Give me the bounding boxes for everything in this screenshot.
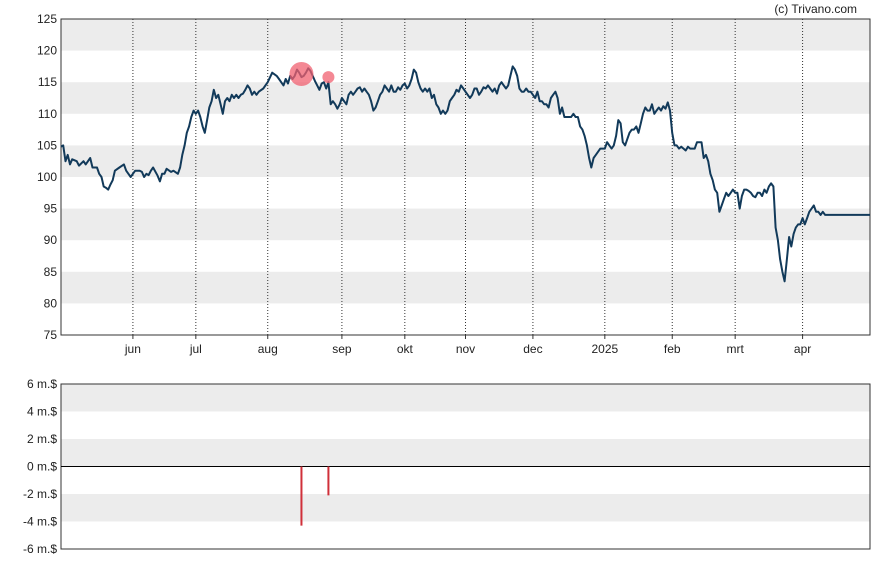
month-label: sep — [332, 342, 352, 356]
month-label: apr — [794, 342, 811, 356]
volume-y-tick-label: 2 m.$ — [27, 432, 57, 446]
price-line — [60, 65, 870, 283]
volume-y-tick-label: -4 m.$ — [23, 515, 57, 529]
month-label: 2025 — [591, 342, 618, 356]
month-label: nov — [456, 342, 475, 356]
price-panel: 125 120 115 110 105 100 95 90 85 80 75 jun jul aug sep… — [37, 12, 871, 356]
month-label: mrt — [727, 342, 745, 356]
month-label: jun — [124, 342, 141, 356]
volume-y-tick-label: 0 m.$ — [27, 460, 57, 474]
month-label: dec — [523, 342, 542, 356]
price-y-tick-label: 80 — [44, 296, 58, 310]
price-y-tick-label: 105 — [37, 138, 57, 152]
volume-panel: 6 m.$ 4 m.$ 2 m.$ 0 m.$ -2 m.$ -4 m.$ -6 m.$ — [23, 377, 871, 556]
volume-bar — [327, 466, 330, 496]
price-y-tick-label: 95 — [44, 202, 58, 216]
price-y-tick-label: 125 — [37, 12, 57, 26]
price-y-tick-label: 100 — [37, 170, 57, 184]
price-band — [61, 145, 870, 177]
credit-text: (c) Trivano.com — [774, 2, 857, 16]
price-y-tick-label: 115 — [38, 75, 57, 89]
volume-y-tick-label: -6 m.$ — [23, 542, 57, 556]
price-y-tick-label: 75 — [44, 328, 58, 342]
price-y-tick-label: 85 — [44, 265, 58, 279]
month-label: jul — [189, 342, 202, 356]
price-band — [61, 208, 870, 241]
trade-bubble — [289, 61, 314, 86]
volume-band — [61, 384, 870, 412]
volume-band — [61, 439, 870, 467]
month-label: okt — [397, 342, 414, 356]
trade-bubble — [322, 71, 335, 84]
month-label: aug — [258, 342, 278, 356]
volume-band — [61, 494, 870, 522]
price-y-tick-label: 120 — [37, 44, 57, 58]
volume-y-tick-label: 6 m.$ — [27, 377, 57, 391]
month-label: feb — [664, 342, 681, 356]
volume-y-tick-label: 4 m.$ — [27, 405, 57, 419]
price-y-tick-label: 110 — [38, 107, 57, 121]
price-y-tick-label: 90 — [44, 233, 58, 247]
volume-y-tick-label: -2 m.$ — [23, 487, 57, 501]
volume-bar — [300, 466, 303, 526]
